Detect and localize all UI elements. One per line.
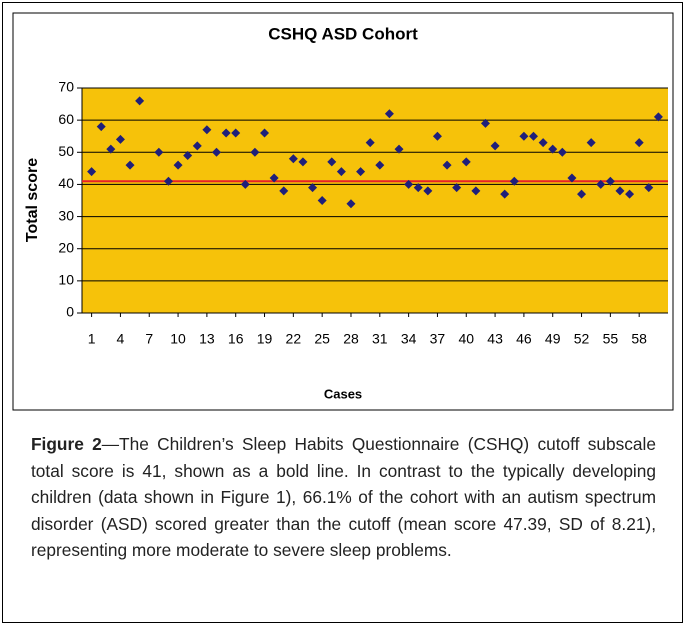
data-point [221, 128, 231, 138]
x-tick-label: 31 [372, 331, 388, 347]
y-tick-label: 70 [58, 79, 74, 95]
y-tick-label: 50 [58, 143, 74, 159]
x-tick-label: 28 [343, 331, 359, 347]
data-point [365, 138, 375, 148]
data-point [240, 179, 250, 189]
caption-text: —The Children’s Sleep Habits Questionnai… [31, 434, 656, 560]
x-tick-label: 55 [603, 331, 619, 347]
data-point [250, 147, 260, 157]
data-point [452, 183, 462, 193]
data-point [394, 144, 404, 154]
data-point [423, 186, 433, 196]
data-point [625, 189, 635, 199]
figure-caption: Figure 2—The Children’s Sleep Habits Que… [31, 431, 656, 564]
data-point [298, 157, 308, 167]
data-point [538, 138, 548, 148]
data-point [87, 167, 97, 177]
y-tick-label: 10 [58, 272, 74, 288]
data-point [471, 186, 481, 196]
x-tick-label: 7 [145, 331, 153, 347]
data-point [442, 160, 452, 170]
data-point [490, 141, 500, 151]
data-point [432, 131, 442, 141]
data-point [269, 173, 279, 183]
y-tick-label: 40 [58, 175, 74, 191]
data-point [605, 176, 615, 186]
x-tick-label: 52 [574, 331, 590, 347]
x-axis-label: Cases [324, 386, 362, 401]
y-tick-label: 60 [58, 111, 74, 127]
x-tick-label: 10 [170, 331, 186, 347]
chart-title: CSHQ ASD Cohort [268, 24, 418, 43]
x-tick-label: 34 [401, 331, 417, 347]
data-point [183, 151, 193, 160]
data-point [519, 131, 529, 141]
data-point [327, 157, 337, 167]
data-point [260, 128, 270, 138]
data-point [384, 109, 394, 119]
data-point [356, 167, 366, 177]
data-point [500, 189, 510, 199]
y-axis-label: Total score [24, 158, 41, 242]
y-tick-label: 30 [58, 207, 74, 223]
data-point [96, 122, 106, 132]
data-point [634, 138, 644, 148]
data-point [115, 134, 125, 144]
data-point [317, 196, 327, 205]
x-tick-label: 19 [257, 331, 273, 347]
x-tick-label: 49 [545, 331, 561, 347]
plot-area [82, 88, 668, 313]
x-tick-label: 16 [228, 331, 244, 347]
x-tick-label: 13 [199, 331, 215, 347]
data-point [346, 199, 356, 209]
data-point [413, 183, 423, 193]
data-point [288, 154, 298, 164]
y-tick-label: 20 [58, 239, 74, 255]
x-tick-label: 46 [516, 331, 532, 347]
data-point [106, 144, 116, 154]
data-point [548, 144, 558, 154]
data-point [586, 138, 596, 148]
x-tick-label: 37 [430, 331, 446, 347]
data-point [173, 160, 183, 170]
data-point [163, 176, 173, 186]
x-tick-label: 1 [88, 331, 96, 347]
data-point [202, 125, 212, 135]
data-point [404, 179, 414, 189]
x-tick-label: 40 [458, 331, 474, 347]
data-point [653, 112, 663, 122]
data-point [596, 179, 606, 189]
data-point [509, 176, 519, 186]
caption-label: Figure 2 [31, 434, 102, 454]
data-point [461, 157, 471, 167]
data-point [192, 141, 202, 151]
data-point [125, 160, 135, 170]
data-point [480, 118, 490, 128]
data-point [135, 96, 145, 106]
x-tick-label: 58 [631, 331, 647, 347]
data-point [644, 183, 654, 193]
data-point [308, 183, 318, 193]
data-point [567, 173, 577, 183]
data-point [154, 147, 164, 157]
data-point [375, 160, 385, 170]
x-tick-label: 43 [487, 331, 503, 347]
data-point [557, 147, 567, 157]
data-point [615, 186, 625, 196]
x-tick-label: 25 [314, 331, 330, 347]
data-point [211, 147, 221, 157]
data-point [336, 167, 346, 177]
x-tick-label: 22 [286, 331, 302, 347]
y-tick-label: 0 [66, 304, 74, 320]
data-point [577, 189, 587, 199]
x-tick-label: 4 [117, 331, 125, 347]
data-point [231, 128, 241, 138]
data-point [279, 186, 289, 196]
data-point [529, 131, 539, 141]
